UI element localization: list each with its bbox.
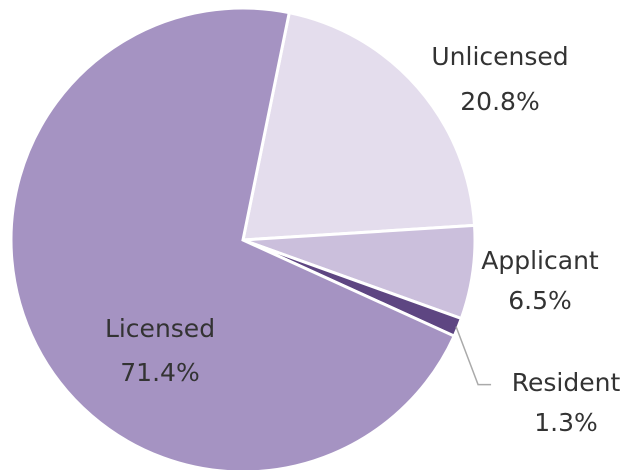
pie-slice — [241, 10, 477, 242]
leader-line — [455, 326, 492, 386]
slice-value-label: 71.4% — [120, 358, 199, 387]
slice-label: Licensed — [105, 314, 215, 343]
slice-value-label: 6.5% — [508, 286, 572, 315]
slice-label: Unlicensed — [431, 42, 568, 71]
slice-value-label: 20.8% — [460, 87, 539, 116]
slice-value-label: 1.3% — [534, 408, 598, 437]
slice-label: Applicant — [481, 246, 599, 275]
pie-slice — [9, 6, 457, 470]
slice-label: Resident — [512, 368, 621, 397]
